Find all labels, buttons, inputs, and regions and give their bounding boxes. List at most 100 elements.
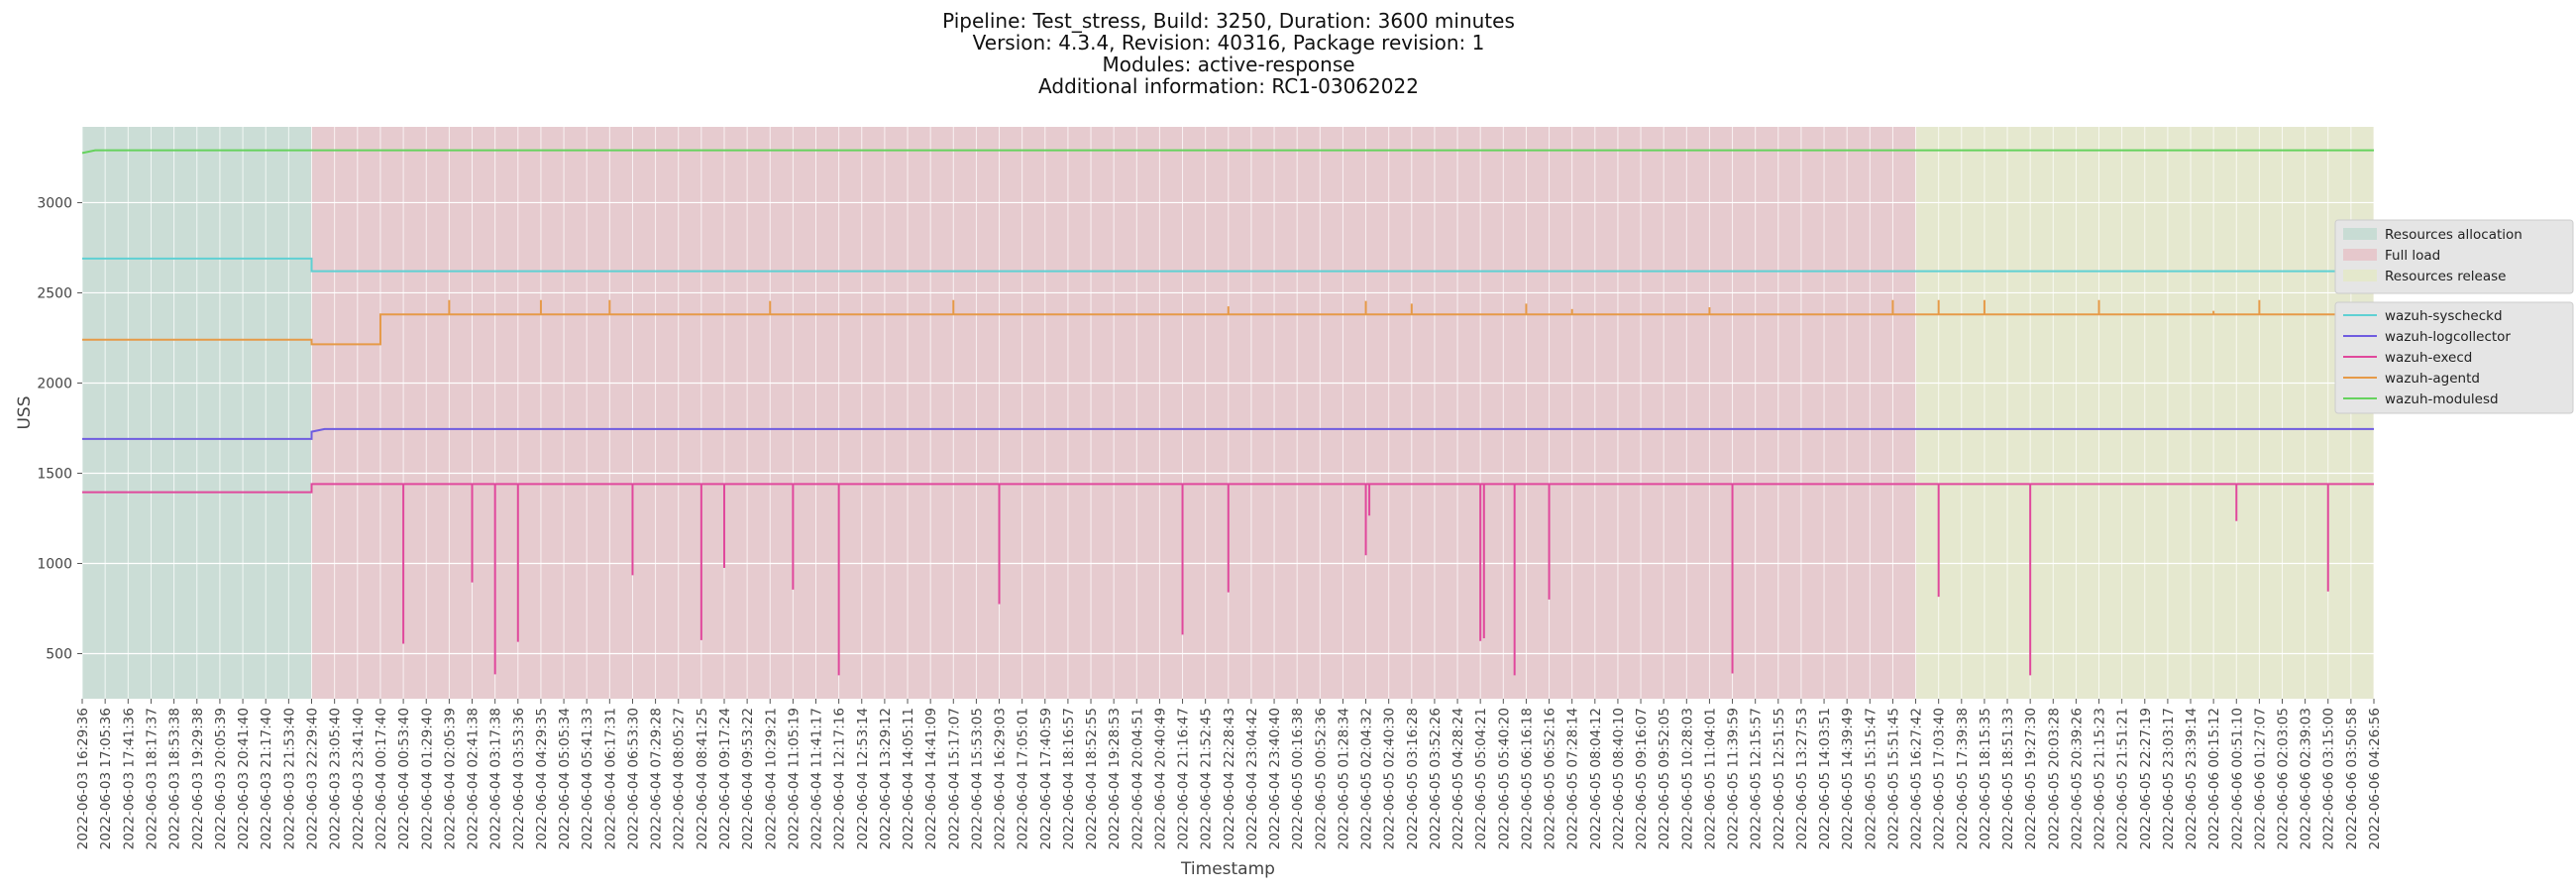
x-tick-label: 2022-06-04 15:53:05 [969, 708, 985, 849]
x-tick-label: 2022-06-05 23:03:17 [2161, 708, 2177, 849]
x-tick-label: 2022-06-04 08:05:27 [672, 708, 688, 849]
x-tick-label: 2022-06-04 09:53:22 [740, 708, 756, 849]
x-tick-label: 2022-06-04 17:05:01 [1016, 708, 1031, 849]
x-tick-label: 2022-06-04 22:28:43 [1222, 708, 1237, 849]
x-tick-label: 2022-06-05 03:16:28 [1405, 708, 1421, 849]
x-tick-label: 2022-06-06 03:15:00 [2321, 708, 2337, 849]
x-tick-label: 2022-06-05 18:15:35 [1978, 708, 1993, 849]
x-tick-label: 2022-06-05 12:15:57 [1749, 708, 1765, 849]
x-tick-label: 2022-06-06 03:50:58 [2344, 708, 2360, 849]
x-tick-label: 2022-06-04 23:04:42 [1244, 708, 1260, 849]
x-tick-label: 2022-06-03 23:41:40 [351, 708, 367, 849]
x-tick-label: 2022-06-04 12:53:14 [855, 708, 871, 849]
x-tick-label: 2022-06-05 06:52:16 [1543, 708, 1558, 849]
x-tick-label: 2022-06-03 18:53:38 [167, 708, 183, 849]
legend-series-label: wazuh-logcollector [2385, 329, 2511, 345]
legend-phase-swatch [2343, 249, 2377, 261]
x-tick-label: 2022-06-04 03:17:38 [488, 708, 504, 849]
series-line-execd [82, 483, 2374, 494]
x-tick-label: 2022-06-05 02:04:32 [1359, 708, 1375, 849]
x-tick-label: 2022-06-05 05:04:21 [1473, 708, 1489, 849]
x-tick-label: 2022-06-04 21:52:45 [1199, 708, 1215, 849]
x-tick-label: 2022-06-03 17:05:36 [98, 708, 114, 849]
x-tick-label: 2022-06-04 17:40:59 [1038, 708, 1054, 849]
y-tick-label: 500 [46, 646, 72, 662]
x-tick-label: 2022-06-04 04:29:35 [534, 708, 550, 849]
x-tick-label: 2022-06-06 01:27:07 [2252, 708, 2268, 849]
x-tick-label: 2022-06-05 22:27:19 [2138, 708, 2154, 849]
x-tick-label: 2022-06-04 01:29:40 [419, 708, 435, 849]
x-tick-label: 2022-06-03 18:17:37 [144, 708, 160, 849]
x-tick-label: 2022-06-04 05:05:34 [557, 708, 573, 849]
x-tick-label: 2022-06-03 22:29:40 [305, 708, 321, 849]
x-tick-label: 2022-06-05 13:27:53 [1794, 708, 1810, 849]
x-tick-label: 2022-06-05 19:27:30 [2023, 708, 2039, 849]
title-line-pipeline: Pipeline: Test_stress, Build: 3250, Dura… [942, 9, 1515, 33]
chart-title: Pipeline: Test_stress, Build: 3250, Dura… [0, 10, 2457, 97]
x-tick-label: 2022-06-04 05:41:33 [580, 708, 595, 849]
legend-phase-swatch [2343, 228, 2377, 240]
x-tick-label: 2022-06-04 20:04:51 [1129, 708, 1145, 849]
x-tick-label: 2022-06-04 11:05:19 [786, 708, 802, 849]
x-tick-label: 2022-06-06 02:03:05 [2276, 708, 2292, 849]
legend-series-label: wazuh-execd [2385, 350, 2472, 366]
x-tick-label: 2022-06-04 06:53:30 [625, 708, 641, 849]
legend-series-label: wazuh-syscheckd [2385, 308, 2503, 324]
legend-series-label: wazuh-agentd [2385, 371, 2480, 387]
x-axis-label: Timestamp [1180, 859, 1275, 879]
y-tick-label: 3000 [37, 195, 72, 211]
x-tick-label: 2022-06-04 02:41:38 [466, 708, 482, 849]
title-line-version: Version: 4.3.4, Revision: 40316, Package… [972, 31, 1485, 55]
legend-series: wazuh-syscheckd wazuh-logcollector wazuh-e… [2334, 301, 2574, 414]
x-tick-label: 2022-06-05 09:52:05 [1657, 708, 1672, 849]
x-tick-label: 2022-06-03 20:05:39 [213, 708, 229, 849]
x-tick-label: 2022-06-04 06:17:31 [602, 708, 618, 849]
legend-series-box [2334, 301, 2574, 414]
x-tick-label: 2022-06-05 11:04:01 [1702, 708, 1718, 849]
x-axis: 2022-06-03 16:29:36 2022-06-03 17:05:36 20… [75, 699, 2383, 849]
legend-phase-swatch [2343, 270, 2377, 281]
x-tick-label: 2022-06-03 17:41:36 [121, 708, 137, 849]
series-line-modulesd [81, 149, 2374, 155]
legend-phases: Resources allocation Full load Resources r… [2334, 219, 2574, 294]
x-tick-label: 2022-06-05 01:28:34 [1336, 708, 1351, 849]
legend-phase-label: Full load [2385, 248, 2440, 264]
x-tick-label: 2022-06-04 03:53:36 [511, 708, 527, 849]
x-tick-label: 2022-06-05 23:39:14 [2184, 708, 2200, 849]
x-tick-label: 2022-06-04 09:17:24 [717, 708, 733, 849]
x-tick-label: 2022-06-04 15:17:07 [946, 708, 962, 849]
x-tick-label: 2022-06-04 02:05:39 [442, 708, 458, 849]
x-tick-label: 2022-06-05 04:28:24 [1450, 708, 1466, 849]
x-tick-label: 2022-06-05 05:40:20 [1496, 708, 1512, 849]
x-tick-label: 2022-06-03 20:41:40 [236, 708, 252, 849]
y-axis-label: USS [15, 395, 35, 429]
x-tick-label: 2022-06-05 11:39:59 [1726, 708, 1742, 849]
x-tick-label: 2022-06-05 14:39:49 [1840, 708, 1856, 849]
legend-phase-label: Resources release [2385, 269, 2506, 284]
x-tick-label: 2022-06-05 10:28:03 [1679, 708, 1695, 849]
x-tick-label: 2022-06-05 14:03:51 [1817, 708, 1833, 849]
x-tick-label: 2022-06-03 19:29:38 [190, 708, 206, 849]
x-tick-label: 2022-06-05 06:16:18 [1519, 708, 1535, 849]
y-axis: 500 1000 1500 2000 2500 3000 [37, 195, 82, 662]
x-tick-label: 2022-06-05 18:51:33 [2000, 708, 2016, 849]
x-tick-label: 2022-06-05 00:52:36 [1313, 708, 1329, 849]
y-tick-label: 1000 [37, 556, 72, 572]
y-tick-label: 2500 [37, 285, 72, 301]
x-tick-label: 2022-06-05 16:27:42 [1909, 708, 1925, 849]
x-tick-label: 2022-06-05 12:51:55 [1771, 708, 1787, 849]
x-tick-label: 2022-06-05 20:39:26 [2069, 708, 2085, 849]
x-tick-label: 2022-06-05 15:15:47 [1863, 708, 1878, 849]
x-tick-label: 2022-06-04 12:17:16 [832, 708, 848, 849]
x-tick-label: 2022-06-03 21:53:40 [281, 708, 297, 849]
plot-area [81, 127, 2375, 699]
x-tick-label: 2022-06-05 09:16:07 [1634, 708, 1650, 849]
x-tick-label: 2022-06-05 21:51:21 [2115, 708, 2131, 849]
legend-phase-label: Resources allocation [2385, 227, 2522, 243]
x-tick-label: 2022-06-04 00:53:40 [396, 708, 412, 849]
y-tick-label: 1500 [37, 466, 72, 482]
x-tick-label: 2022-06-03 21:17:40 [259, 708, 274, 849]
x-tick-label: 2022-06-05 03:52:26 [1428, 708, 1444, 849]
x-tick-label: 2022-06-03 23:05:40 [328, 708, 344, 849]
